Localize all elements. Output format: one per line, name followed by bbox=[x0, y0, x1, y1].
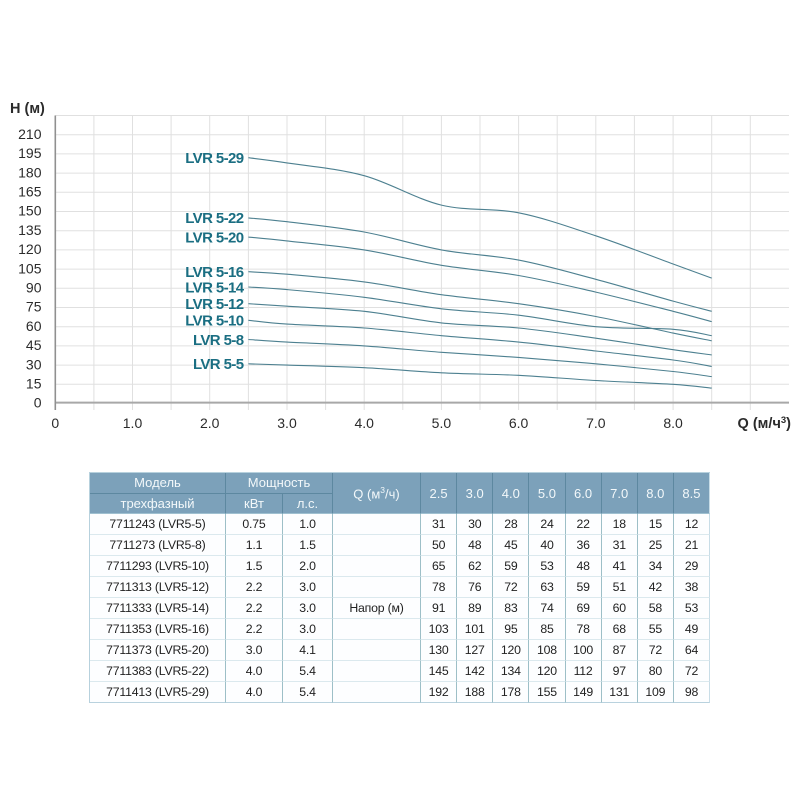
svg-text:45: 45 bbox=[26, 337, 42, 353]
svg-text:0: 0 bbox=[34, 395, 42, 411]
svg-text:2.0: 2.0 bbox=[200, 415, 220, 431]
svg-text:135: 135 bbox=[18, 222, 42, 238]
svg-text:LVR 5-16: LVR 5-16 bbox=[185, 264, 244, 281]
svg-text:75: 75 bbox=[26, 299, 42, 315]
svg-text:LVR 5-10: LVR 5-10 bbox=[185, 313, 244, 330]
svg-text:LVR 5-8: LVR 5-8 bbox=[193, 332, 244, 349]
svg-text:LVR 5-14: LVR 5-14 bbox=[185, 279, 245, 296]
svg-text:3.0: 3.0 bbox=[277, 415, 297, 431]
svg-text:30: 30 bbox=[26, 356, 42, 372]
svg-text:7.0: 7.0 bbox=[586, 415, 606, 431]
svg-text:6.0: 6.0 bbox=[509, 415, 529, 431]
svg-text:150: 150 bbox=[18, 203, 42, 219]
svg-text:210: 210 bbox=[18, 126, 42, 142]
svg-text:LVR 5-29: LVR 5-29 bbox=[185, 150, 244, 167]
svg-text:LVR 5-22: LVR 5-22 bbox=[185, 210, 244, 227]
svg-text:105: 105 bbox=[18, 260, 42, 276]
svg-text:LVR 5-20: LVR 5-20 bbox=[185, 229, 244, 246]
svg-text:90: 90 bbox=[26, 280, 42, 296]
svg-text:4.0: 4.0 bbox=[354, 415, 374, 431]
svg-text:5.0: 5.0 bbox=[432, 415, 452, 431]
svg-text:165: 165 bbox=[18, 184, 42, 200]
svg-text:0: 0 bbox=[51, 415, 59, 431]
svg-text:Q (м/ч3): Q (м/ч3) bbox=[738, 415, 792, 432]
svg-text:H (м): H (м) bbox=[10, 101, 45, 117]
svg-text:15: 15 bbox=[26, 376, 42, 392]
svg-text:180: 180 bbox=[18, 164, 42, 180]
svg-text:195: 195 bbox=[18, 145, 42, 161]
svg-text:8.0: 8.0 bbox=[663, 415, 683, 431]
svg-text:120: 120 bbox=[18, 241, 42, 257]
svg-text:LVR 5-12: LVR 5-12 bbox=[185, 296, 244, 313]
svg-text:LVR 5-5: LVR 5-5 bbox=[193, 356, 244, 373]
svg-text:60: 60 bbox=[26, 318, 42, 334]
svg-text:1.0: 1.0 bbox=[123, 415, 143, 431]
